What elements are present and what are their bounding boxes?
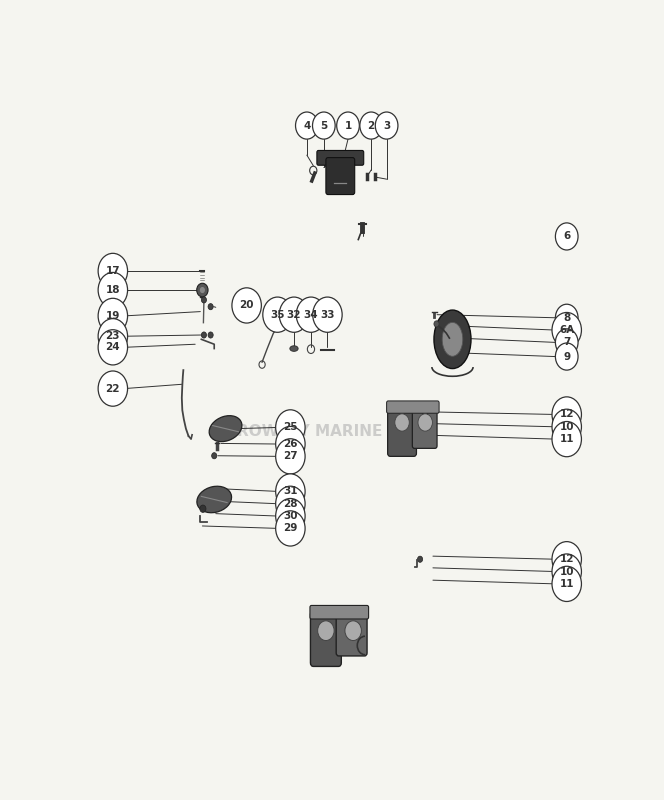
Circle shape	[98, 318, 127, 354]
Circle shape	[98, 254, 127, 289]
Circle shape	[555, 304, 578, 331]
Ellipse shape	[442, 322, 463, 356]
Circle shape	[552, 409, 582, 445]
Circle shape	[232, 288, 262, 323]
Text: 20: 20	[240, 301, 254, 310]
Text: 8: 8	[563, 313, 570, 322]
Text: ROWLEY MARINE: ROWLEY MARINE	[237, 424, 382, 439]
Ellipse shape	[209, 416, 242, 442]
FancyBboxPatch shape	[388, 406, 416, 456]
Circle shape	[395, 414, 409, 431]
Text: 12: 12	[560, 554, 574, 564]
Text: 19: 19	[106, 311, 120, 321]
Text: 10: 10	[560, 566, 574, 577]
Circle shape	[201, 297, 207, 303]
Circle shape	[313, 297, 342, 332]
Text: 22: 22	[106, 383, 120, 394]
Text: 3: 3	[383, 121, 390, 130]
Text: 4: 4	[303, 121, 311, 130]
FancyBboxPatch shape	[336, 611, 367, 656]
Text: 18: 18	[106, 285, 120, 295]
Circle shape	[98, 273, 127, 308]
Text: 11: 11	[560, 579, 574, 589]
Circle shape	[276, 410, 305, 445]
Text: 6: 6	[563, 231, 570, 242]
Circle shape	[200, 505, 206, 513]
Circle shape	[552, 397, 582, 432]
Circle shape	[360, 112, 382, 139]
Circle shape	[212, 453, 217, 459]
FancyBboxPatch shape	[310, 606, 369, 619]
Circle shape	[375, 112, 398, 139]
Circle shape	[434, 321, 439, 327]
Text: 27: 27	[283, 451, 297, 462]
Text: 7: 7	[563, 338, 570, 347]
Text: 9: 9	[563, 351, 570, 362]
Circle shape	[201, 332, 207, 338]
Text: 11: 11	[560, 434, 574, 444]
Text: 5: 5	[320, 121, 327, 130]
Circle shape	[555, 343, 578, 370]
Circle shape	[345, 621, 361, 641]
Circle shape	[200, 287, 205, 293]
Circle shape	[552, 542, 582, 577]
Circle shape	[98, 298, 127, 334]
FancyBboxPatch shape	[386, 401, 439, 414]
Circle shape	[208, 332, 213, 338]
Ellipse shape	[290, 346, 298, 351]
Circle shape	[552, 566, 582, 602]
Circle shape	[263, 297, 292, 332]
Circle shape	[552, 422, 582, 457]
Text: 34: 34	[303, 310, 318, 320]
Text: 26: 26	[283, 439, 297, 449]
Text: 10: 10	[560, 422, 574, 432]
Circle shape	[555, 329, 578, 356]
Circle shape	[552, 554, 582, 589]
Text: 33: 33	[320, 310, 335, 320]
Circle shape	[276, 511, 305, 546]
Circle shape	[418, 556, 423, 562]
Text: 6A: 6A	[559, 325, 574, 335]
Text: 30: 30	[283, 511, 297, 521]
Text: 25: 25	[283, 422, 297, 433]
FancyBboxPatch shape	[326, 158, 355, 194]
Text: 23: 23	[106, 331, 120, 342]
Circle shape	[276, 438, 305, 474]
Text: 31: 31	[283, 486, 297, 497]
Circle shape	[276, 474, 305, 509]
Circle shape	[197, 283, 208, 297]
Circle shape	[98, 371, 127, 406]
Circle shape	[276, 498, 305, 534]
Text: 2: 2	[368, 121, 374, 130]
Circle shape	[208, 303, 213, 310]
Circle shape	[337, 112, 359, 139]
Circle shape	[418, 414, 432, 431]
Text: 24: 24	[106, 342, 120, 352]
Circle shape	[295, 112, 318, 139]
Ellipse shape	[197, 486, 232, 513]
Text: 29: 29	[284, 523, 297, 534]
Text: 28: 28	[283, 498, 297, 509]
Circle shape	[276, 426, 305, 462]
Circle shape	[555, 223, 578, 250]
Text: 17: 17	[106, 266, 120, 276]
FancyBboxPatch shape	[317, 150, 364, 166]
Circle shape	[296, 297, 325, 332]
Circle shape	[276, 486, 305, 522]
Circle shape	[317, 621, 334, 641]
Circle shape	[313, 112, 335, 139]
Text: 12: 12	[560, 410, 574, 419]
FancyBboxPatch shape	[412, 408, 437, 448]
Text: 1: 1	[345, 121, 352, 130]
Circle shape	[423, 411, 428, 418]
Circle shape	[552, 313, 582, 348]
Ellipse shape	[434, 310, 471, 369]
Circle shape	[280, 297, 309, 332]
Text: 35: 35	[270, 310, 285, 320]
FancyBboxPatch shape	[311, 611, 341, 666]
Text: 32: 32	[287, 310, 301, 320]
Circle shape	[98, 330, 127, 365]
